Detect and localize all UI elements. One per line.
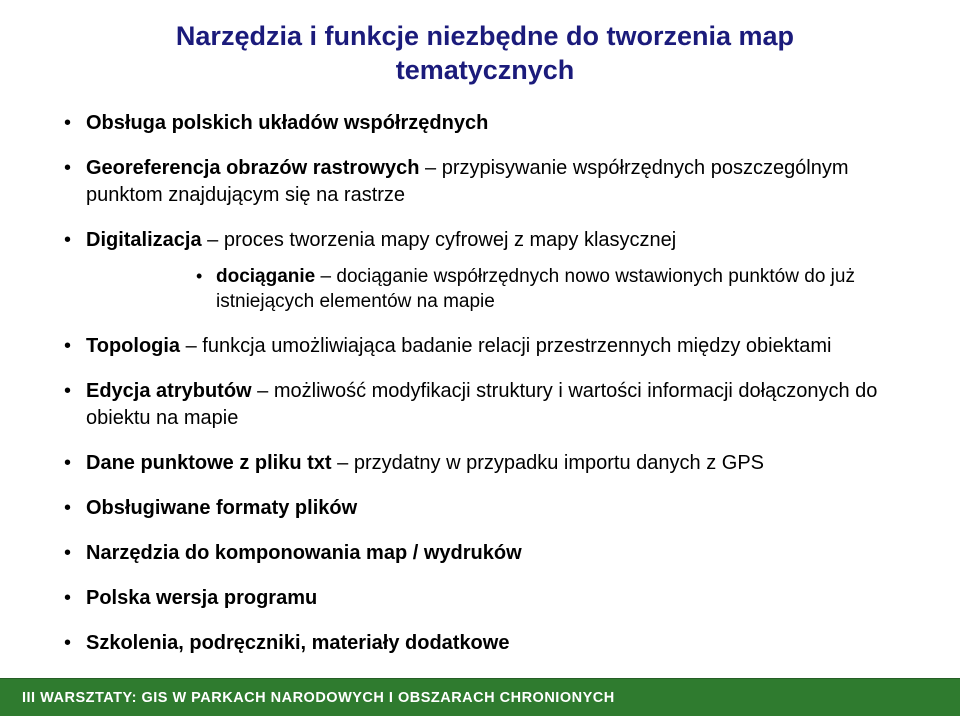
list-item: Szkolenia, podręczniki, materiały dodatk… xyxy=(60,630,910,657)
item-bold: Obsługa polskich układów współrzędnych xyxy=(86,112,488,134)
sub-list: dociąganie – dociąganie współrzędnych no… xyxy=(196,264,910,315)
title-line-2: tematycznych xyxy=(396,55,575,85)
item-bold: Polska wersja programu xyxy=(86,587,317,609)
sub-list-item: dociąganie – dociąganie współrzędnych no… xyxy=(196,264,910,315)
item-bold: Topologia xyxy=(86,335,180,357)
item-bold: Georeferencja obrazów rastrowych xyxy=(86,157,419,179)
list-item: Dane punktowe z pliku txt – przydatny w … xyxy=(60,450,910,477)
item-bold: Szkolenia, podręczniki, materiały dodatk… xyxy=(86,632,509,654)
item-rest: – przydatny w przypadku importu danych z… xyxy=(332,452,764,474)
list-item: Topologia – funkcja umożliwiająca badani… xyxy=(60,333,910,360)
sub-item-bold: dociąganie xyxy=(216,266,315,287)
list-item: Obsługa polskich układów współrzędnych xyxy=(60,110,910,137)
item-rest: – proces tworzenia mapy cyfrowej z mapy … xyxy=(202,229,677,251)
list-item: Edycja atrybutów – możliwość modyfikacji… xyxy=(60,378,910,432)
content-area: Narzędzia i funkcje niezbędne do tworzen… xyxy=(0,0,960,678)
bullet-list: Obsługa polskich układów współrzędnych G… xyxy=(60,110,910,657)
item-bold: Digitalizacja xyxy=(86,229,202,251)
list-item: Obsługiwane formaty plików xyxy=(60,495,910,522)
item-bold: Edycja atrybutów xyxy=(86,380,252,402)
footer-text: III WARSZTATY: GIS W PARKACH NARODOWYCH … xyxy=(22,690,615,706)
list-item: Polska wersja programu xyxy=(60,585,910,612)
list-item: Georeferencja obrazów rastrowych – przyp… xyxy=(60,155,910,209)
footer-bar: III WARSZTATY: GIS W PARKACH NARODOWYCH … xyxy=(0,678,960,716)
list-item: Digitalizacja – proces tworzenia mapy cy… xyxy=(60,227,910,315)
slide-title: Narzędzia i funkcje niezbędne do tworzen… xyxy=(105,20,865,88)
slide: Narzędzia i funkcje niezbędne do tworzen… xyxy=(0,0,960,716)
item-bold: Obsługiwane formaty plików xyxy=(86,497,357,519)
item-bold: Narzędzia do komponowania map / wydruków xyxy=(86,542,522,564)
item-rest: – funkcja umożliwiająca badanie relacji … xyxy=(180,335,831,357)
title-line-1: Narzędzia i funkcje niezbędne do tworzen… xyxy=(176,21,794,51)
item-bold: Dane punktowe z pliku txt xyxy=(86,452,332,474)
list-item: Narzędzia do komponowania map / wydruków xyxy=(60,540,910,567)
